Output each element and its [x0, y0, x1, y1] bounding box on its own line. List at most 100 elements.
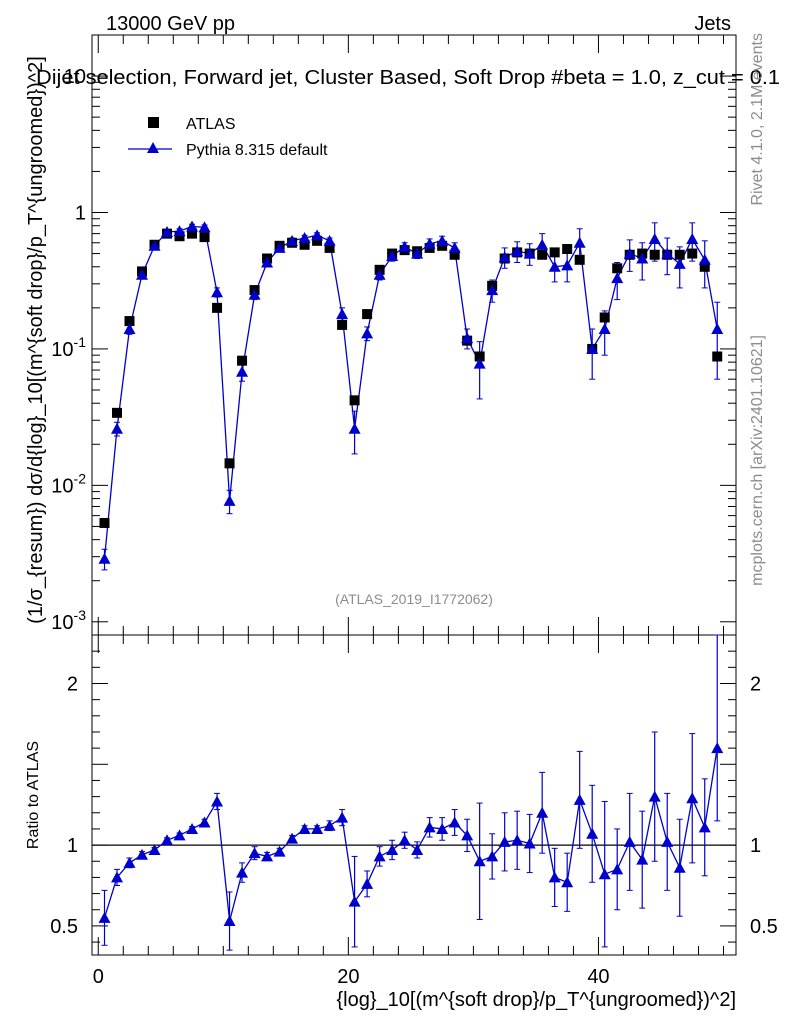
atlas-data-point — [299, 239, 310, 250]
atlas-data-point — [324, 242, 335, 253]
mc-point — [536, 238, 549, 250]
atlas-data-point — [562, 244, 573, 255]
mc-point — [461, 332, 474, 344]
legend-data-marker — [148, 117, 159, 128]
mc-point — [523, 247, 536, 259]
mc-point — [436, 234, 449, 246]
atlas-data-point — [112, 407, 123, 418]
main-y-axis: 10-3 10-2 10-1 1 10 — [51, 34, 736, 634]
mc-point — [361, 327, 374, 339]
ratio-point — [273, 845, 286, 857]
selection-title: Dijet selection, Forward jet, Cluster Ba… — [36, 67, 780, 89]
atlas-data-point — [474, 351, 485, 362]
main-y-tick-label: 10-2 — [51, 470, 86, 497]
mc-point — [261, 256, 274, 268]
mc-point — [561, 259, 574, 271]
ratio-point — [311, 822, 324, 834]
atlas-data-point — [699, 261, 710, 272]
mc-point — [648, 232, 661, 244]
mc-point — [123, 322, 136, 334]
ratio-panel: 0.5 0.5 1 1 2 2 0 20 40 — [50, 634, 778, 988]
mc-point — [598, 322, 611, 334]
main-x-axis-ticks — [97, 35, 724, 635]
mc-point — [411, 247, 424, 259]
mc-point — [611, 272, 624, 284]
atlas-data-point — [537, 249, 548, 260]
main-y-tick-label: 10-3 — [51, 607, 86, 634]
ratio-y-tick-label: 0.5 — [50, 916, 78, 938]
ratio-point — [336, 811, 349, 823]
x-tick-label: 0 — [93, 966, 104, 988]
ratio-point — [361, 877, 374, 889]
ratio-point — [486, 850, 499, 862]
mc-point — [573, 236, 586, 248]
ratio-point — [98, 911, 111, 923]
ratio-plot-marks — [92, 634, 736, 951]
ratio-point — [436, 822, 449, 834]
ratio-point — [111, 871, 124, 883]
mc-point — [686, 232, 699, 244]
ratio-point — [611, 863, 624, 875]
energy-label: 13000 GeV pp — [106, 13, 235, 35]
legend: ATLAS Pythia 8.315 default — [128, 116, 328, 159]
ratio-point — [248, 847, 261, 859]
atlas-data-point — [599, 312, 610, 323]
mc-point — [586, 342, 599, 354]
atlas-data-point — [449, 249, 460, 260]
ratio-y-tick-label-right: 1 — [750, 835, 761, 857]
mc-point — [211, 286, 224, 298]
mc-point — [673, 257, 686, 269]
ratio-point — [548, 871, 561, 883]
mc-point — [161, 225, 174, 237]
legend-data-label: ATLAS — [186, 116, 236, 133]
mc-point — [323, 234, 336, 246]
atlas-data-point — [574, 254, 585, 265]
ratio-point — [598, 868, 611, 880]
ratio-x-axis: 0 20 40 — [93, 635, 724, 988]
atlas-data-point — [212, 302, 223, 313]
ratio-point — [148, 843, 161, 855]
ratio-point — [161, 834, 174, 846]
ratio-point — [661, 835, 674, 847]
ratio-point — [523, 837, 536, 849]
ratio-point — [573, 793, 586, 805]
main-plot-marks — [98, 220, 724, 571]
atlas-data-point — [174, 231, 185, 242]
mc-point — [198, 221, 211, 233]
mc-point — [173, 225, 186, 237]
mc-point — [373, 268, 386, 280]
ratio-point — [536, 806, 549, 818]
ratio-point — [386, 843, 399, 855]
ratio-point — [173, 829, 186, 841]
ratio-point — [461, 829, 474, 841]
ratio-y-tick-label-right: 2 — [750, 673, 761, 695]
ratio-y-tick-label: 1 — [67, 835, 78, 857]
mc-point — [636, 252, 649, 264]
ratio-point — [123, 856, 136, 868]
x-tick-label: 40 — [587, 966, 609, 988]
atlas-data-point — [99, 517, 110, 528]
ratio-point — [586, 827, 599, 839]
ratio-point — [223, 915, 236, 927]
ratio-y-axis-label: Ratio to ATLAS — [25, 741, 42, 849]
main-y-tick-label: 1 — [75, 202, 86, 224]
mc-point — [486, 284, 499, 296]
ratio-point — [298, 822, 311, 834]
ratio-point — [211, 795, 224, 807]
atlas-data-point — [712, 351, 723, 362]
mc-point — [186, 220, 199, 232]
mc-point — [236, 365, 249, 377]
ratio-point — [623, 835, 636, 847]
mc-point — [711, 322, 724, 334]
x-tick-label: 20 — [337, 966, 359, 988]
ratio-point — [186, 822, 199, 834]
rivet-label: Rivet 4.1.0, 2.1M events — [749, 33, 766, 206]
mc-point — [98, 552, 111, 564]
ratio-point — [511, 834, 524, 846]
mc-point — [511, 245, 524, 257]
ratio-point — [711, 742, 724, 754]
mc-point — [661, 247, 674, 259]
atlas-data-point — [674, 249, 685, 260]
mc-point — [148, 239, 161, 251]
